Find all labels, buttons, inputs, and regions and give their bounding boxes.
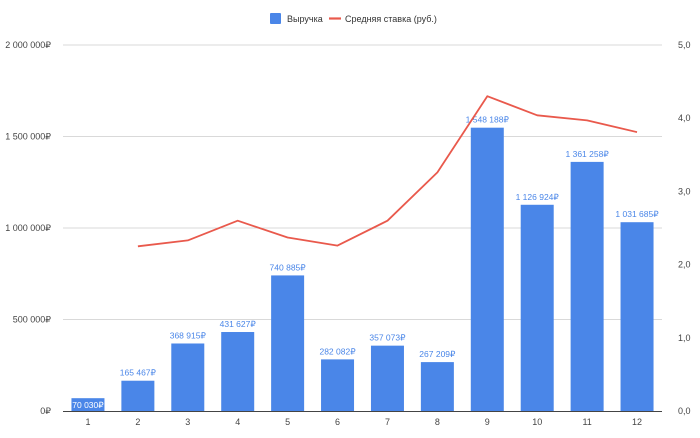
y-right-tick-label: 1,0: [678, 333, 691, 343]
y-right-tick-label: 0,0: [678, 406, 691, 416]
bar-data-label: 357 073₽: [369, 333, 406, 343]
x-tick-label: 12: [632, 417, 642, 427]
y-left-tick-label: 1 500 000₽: [5, 132, 51, 142]
y-left-tick-label: 0₽: [40, 406, 51, 416]
bar: [171, 343, 205, 411]
line-series: [137, 95, 638, 248]
bar-data-label: 1 126 924₽: [516, 192, 560, 202]
x-tick-label: 8: [435, 417, 440, 427]
bar-data-label: 431 627₽: [220, 319, 257, 329]
series-line: [137, 95, 638, 248]
bar: [271, 275, 305, 411]
bar: [121, 380, 155, 411]
bar: [520, 204, 554, 411]
x-tick-label: 3: [185, 417, 190, 427]
gridlines: [63, 44, 662, 320]
bar: [570, 161, 604, 411]
x-tick-label: 2: [135, 417, 140, 427]
bar: [370, 345, 404, 411]
bar: [420, 362, 454, 411]
y-right-tick-label: 3,0: [678, 186, 691, 196]
bar-data-label: 70 030₽: [72, 400, 104, 410]
bar-data-label: 368 915₽: [170, 330, 207, 340]
y-left-tick-label: 1 000 000₽: [5, 223, 51, 233]
y-left-tick-label: 2 000 000₽: [5, 40, 51, 50]
x-tick-label: 9: [485, 417, 490, 427]
bar: [470, 127, 504, 412]
bar-data-label: 1 361 258₽: [566, 149, 610, 159]
x-tick-label: 10: [532, 417, 542, 427]
x-tick-label: 11: [582, 417, 591, 427]
bar-data-label: 740 885₽: [270, 262, 307, 272]
bar: [321, 359, 355, 411]
bar-data-label: 282 082₽: [319, 346, 356, 356]
x-tick-label: 1: [85, 417, 90, 427]
x-tick-label: 5: [285, 417, 290, 427]
right-axis-ticks: 0,0 1,0 2,0 3,0 4,0 5,0: [678, 40, 691, 416]
bar: [620, 222, 654, 411]
y-right-tick-label: 4,0: [678, 113, 691, 123]
bar-data-label: 1 031 685₽: [615, 209, 659, 219]
x-tick-label: 6: [335, 417, 340, 427]
bar-data-label: 1 548 188₽: [466, 115, 510, 125]
bar-data-labels: 70 030₽ 165 467₽ 368 915₽ 431 627₽ 740 885₽ 2…: [72, 115, 659, 410]
y-right-tick-label: 2,0: [678, 260, 691, 270]
legend: Выручка Средняя ставка (руб.): [270, 13, 437, 24]
legend-label-bar: Выручка: [287, 14, 323, 24]
x-tick-label: 7: [385, 417, 390, 427]
x-tick-label: 4: [235, 417, 240, 427]
legend-swatch-bar: [270, 13, 281, 24]
bar-data-label: 267 209₽: [419, 349, 456, 359]
x-axis-ticks: 1 2 3 4 5 6 7 8 9 10 11 12: [85, 417, 642, 427]
bar: [71, 398, 105, 411]
y-left-tick-label: 500 000₽: [13, 315, 52, 325]
left-axis-ticks: 0₽ 500 000₽ 1 000 000₽ 1 500 000₽ 2 000 000₽: [5, 40, 51, 416]
bar-series: [71, 127, 654, 412]
bar-data-label: 165 467₽: [120, 368, 157, 378]
bar: [221, 332, 255, 411]
y-right-tick-label: 5,0: [678, 40, 691, 50]
legend-label-line: Средняя ставка (руб.): [345, 14, 437, 24]
